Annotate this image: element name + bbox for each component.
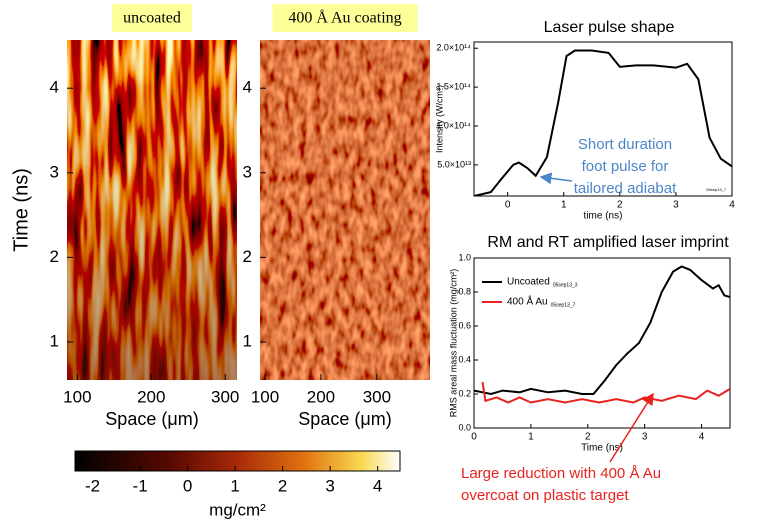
x-tick-label: 1 — [528, 432, 534, 443]
title-box — [112, 4, 192, 32]
y-tick-label: 2 — [50, 247, 59, 266]
x-axis-label: Time (ns) — [581, 443, 623, 454]
y-tick-label: 3 — [243, 162, 252, 181]
x-tick-label: 0 — [505, 200, 511, 211]
y-tick-label: 0.0 — [458, 422, 471, 432]
colorbar — [74, 450, 401, 472]
x-tick-label: 4 — [729, 200, 735, 211]
annotation: Short duration — [578, 136, 672, 153]
x-tick-label: 300 — [211, 387, 239, 406]
x-tick-label: 0 — [471, 432, 477, 443]
chart-title: RM and RT amplified laser imprint — [487, 234, 729, 251]
y-tick-label: 1 — [243, 331, 252, 350]
y-axis-label: Time (ns) — [10, 168, 32, 252]
heatmap-title: uncoated — [123, 10, 181, 27]
legend-label: 400 Å Au — [507, 295, 548, 308]
data-line — [481, 381, 730, 404]
y-tick-label: 5.0×10¹³ — [437, 159, 471, 169]
x-tick-label: 200 — [137, 387, 165, 406]
plot-frame — [473, 41, 733, 197]
x-tick-label: -1 — [133, 476, 148, 495]
x-tick-label: 300 — [363, 387, 391, 406]
x-tick-label: 3 — [325, 476, 334, 495]
y-tick-label: 1.5×10¹⁴ — [436, 81, 471, 91]
title-box — [272, 4, 418, 32]
run-tag: 05sep13_7 — [706, 187, 727, 192]
y-axis-label: Intensity (W/cm²) — [434, 85, 444, 153]
data-line — [474, 265, 730, 396]
heatmap-shade — [67, 40, 237, 380]
x-tick-label: 200 — [307, 387, 335, 406]
heatmap-image — [260, 40, 430, 380]
heatmap-title: 400 Å Au coating — [288, 9, 401, 27]
x-tick-label: -2 — [85, 476, 100, 495]
data-line — [474, 49, 732, 196]
y-tick-label: 0.4 — [458, 354, 471, 364]
x-tick-label: 2 — [278, 476, 287, 495]
x-tick-label: 1 — [561, 200, 567, 211]
y-tick-label: 0.8 — [458, 286, 471, 296]
annotation: tailored adiabat — [574, 180, 677, 197]
x-tick-label: 100 — [251, 387, 279, 406]
y-tick-label: 1.0×10¹⁴ — [436, 120, 471, 130]
y-tick-label: 0.6 — [458, 320, 471, 330]
x-tick-label: 3 — [642, 432, 648, 443]
y-tick-label: 4 — [243, 78, 252, 97]
x-tick-label: 2 — [585, 432, 591, 443]
y-tick-label: 2.0×10¹⁴ — [436, 43, 471, 53]
annotation: Large reduction with 400 Å Au — [461, 465, 661, 482]
x-tick-label: 0 — [183, 476, 192, 495]
plot-frame — [473, 257, 731, 429]
colorbar-label: mg/cm² — [209, 500, 266, 519]
legend-tag: 05sep13_3 — [553, 282, 578, 288]
legend-label: Uncoated — [507, 277, 550, 288]
x-tick-label: 100 — [63, 387, 91, 406]
x-axis-label: Space (μm) — [105, 409, 198, 429]
y-tick-label: 1.0 — [458, 252, 471, 262]
annotation-arrow — [609, 392, 654, 463]
legend-tag: 05sep13_7 — [551, 302, 576, 308]
y-tick-label: 2 — [243, 247, 252, 266]
x-tick-label: 4 — [373, 476, 382, 495]
x-tick-label: 1 — [230, 476, 239, 495]
annotation: foot pulse for — [582, 158, 669, 175]
annotation-arrow — [539, 172, 573, 185]
y-tick-label: 1 — [50, 331, 59, 350]
y-tick-label: 3 — [50, 162, 59, 181]
x-tick-label: 2 — [617, 200, 623, 211]
chart-title: Laser pulse shape — [544, 19, 675, 36]
annotation: overcoat on plastic target — [461, 487, 629, 504]
y-axis-label: RMS areal mass fluctuation (mg/cm²) — [448, 269, 458, 418]
x-tick-label: 3 — [673, 200, 679, 211]
y-tick-label: 4 — [50, 78, 59, 97]
x-tick-label: 4 — [699, 432, 705, 443]
x-axis-label: time (ns) — [584, 211, 623, 222]
x-axis-label: Space (μm) — [298, 409, 391, 429]
y-tick-label: 0.2 — [458, 388, 471, 398]
